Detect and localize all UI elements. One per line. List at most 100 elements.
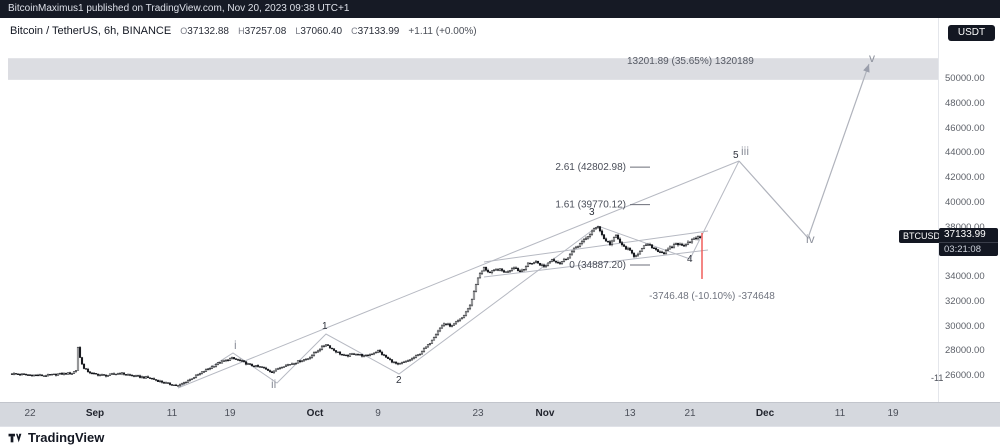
wedge-upper[interactable]: [483, 230, 709, 263]
candle-body: [660, 251, 664, 253]
candle-body: [52, 373, 56, 376]
candle-body: [56, 373, 60, 376]
chart-legend[interactable]: Bitcoin / TetherUS, 6h, BINANCE O37132.8…: [10, 25, 477, 37]
price-axis-label: 46000.00: [945, 122, 985, 134]
candle-body: [126, 374, 130, 376]
wave-label-5[interactable]: 5: [733, 150, 739, 161]
candle-body: [676, 243, 680, 246]
candle-body: [438, 327, 442, 332]
target-band[interactable]: [8, 58, 938, 80]
time-axis-label: 19: [224, 408, 236, 419]
misc-axis-label: -11: [931, 373, 944, 383]
candle-body: [268, 370, 272, 372]
candle-body: [220, 360, 224, 364]
candle-body: [366, 354, 370, 357]
candle-body: [24, 373, 28, 376]
fib-level-label[interactable]: 0 (34887.20): [569, 260, 626, 271]
candle-body: [248, 363, 252, 365]
candle-body: [434, 334, 438, 338]
candle-body: [380, 351, 384, 355]
time-axis[interactable]: 22 Sep 11 19 Oct 9 23 Nov 13 21 Dec 11 19: [0, 402, 1000, 427]
candle-body: [206, 368, 210, 371]
candle-body: [694, 237, 698, 240]
wedge-lower[interactable]: [483, 249, 709, 278]
candle-body: [442, 323, 446, 327]
band-range-label[interactable]: 13201.89 (35.65%) 1320189: [627, 56, 754, 67]
symbol-title[interactable]: Bitcoin / TetherUS, 6h, BINANCE: [10, 25, 172, 37]
price-axis[interactable]: 50000.00 48000.00 46000.00 44000.00 42000.00…: [938, 18, 1000, 402]
candle-body: [424, 346, 428, 349]
wave-label-iii[interactable]: iii: [741, 144, 749, 158]
wave-label-2[interactable]: 2: [396, 375, 402, 386]
candle-body: [416, 354, 420, 356]
candle-body: [176, 385, 180, 387]
major-trendline[interactable]: [177, 160, 740, 389]
candle-body: [668, 246, 672, 250]
tradingview-wordmark[interactable]: TradingView: [28, 430, 105, 445]
candle-body: [10, 373, 14, 375]
candle-body: [640, 248, 644, 252]
wave-label-1[interactable]: 1: [322, 321, 328, 332]
wave-label-3[interactable]: 3: [589, 207, 595, 218]
price-axis-label: 30000.00: [945, 320, 985, 332]
projection-line[interactable]: [738, 63, 870, 240]
candle-body: [246, 363, 250, 365]
publisher-bar: BitcoinMaximus1 published on TradingView…: [0, 0, 1000, 18]
time-axis-label: 9: [375, 408, 381, 419]
wave-label-4[interactable]: 4: [687, 254, 693, 265]
candle-body: [580, 241, 584, 244]
ohlc-low-value: 37060.40: [300, 26, 343, 37]
candle-body: [454, 321, 458, 325]
candle-body: [326, 344, 330, 346]
price-range-result-label[interactable]: -3746.48 (-10.10%) -374648: [649, 291, 775, 302]
candle-body: [286, 364, 290, 366]
candle-body: [628, 247, 632, 251]
candle-body: [422, 348, 426, 352]
candle-body: [414, 355, 418, 358]
candle-body: [420, 351, 424, 355]
candle-body: [494, 269, 498, 271]
fib-level-label[interactable]: 2.61 (42802.98): [555, 162, 626, 173]
ohlc-close-value: 37133.99: [357, 26, 400, 37]
candle-body: [638, 251, 642, 255]
candle-body: [396, 363, 400, 365]
currency-toggle-button[interactable]: USDT: [948, 25, 995, 41]
symbol-label-badge: BTCUSDT: [899, 230, 950, 243]
tradingview-logo-icon[interactable]: [8, 430, 23, 445]
candle-body: [562, 258, 566, 262]
candle-body: [342, 354, 346, 356]
candle-body: [152, 378, 156, 380]
wave-label-iv[interactable]: iv: [806, 232, 815, 246]
candle-body: [224, 359, 228, 362]
candle-body: [306, 358, 310, 360]
candle-body: [242, 360, 246, 362]
wave-label-ii[interactable]: ii: [271, 377, 277, 391]
candle-body: [522, 268, 526, 271]
candle-body: [440, 325, 444, 329]
candle-body: [658, 251, 662, 253]
candle-body: [158, 380, 162, 383]
wave-path-line[interactable]: [177, 160, 740, 389]
candle-body: [40, 374, 44, 377]
candle-body: [680, 243, 684, 246]
wave-label-v[interactable]: v: [869, 51, 875, 65]
candle-body: [682, 245, 686, 247]
wave-label-i[interactable]: i: [234, 338, 237, 352]
projection-arrowhead-icon: [863, 64, 870, 73]
candle-body: [122, 372, 126, 375]
time-axis-label: Dec: [755, 408, 775, 419]
candle-body: [84, 368, 88, 370]
candle-body: [334, 350, 338, 353]
candle-body: [484, 267, 488, 271]
candle-body: [470, 298, 474, 306]
candle-body: [300, 360, 304, 363]
candle-body: [324, 344, 328, 347]
candle-body: [22, 373, 26, 375]
candle-body: [90, 372, 94, 375]
candle-body: [186, 380, 190, 383]
candle-body: [552, 259, 556, 262]
candle-body: [626, 247, 630, 250]
candle-body: [582, 239, 586, 242]
candle-body: [42, 375, 46, 377]
candle-body: [630, 250, 634, 254]
